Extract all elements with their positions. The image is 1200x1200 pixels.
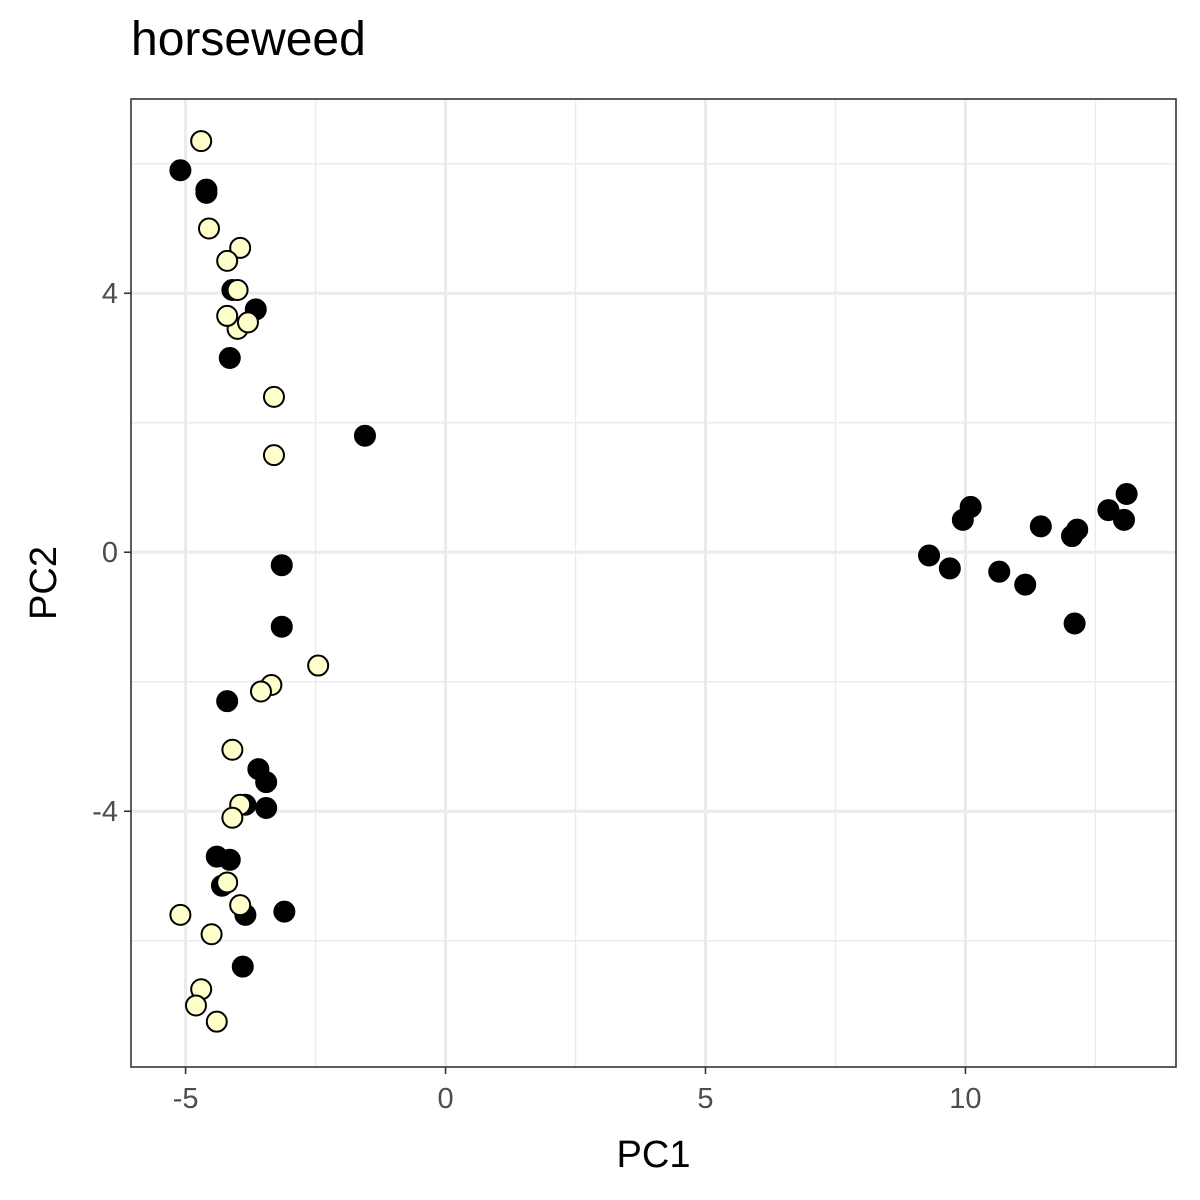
data-point	[262, 444, 285, 467]
data-point	[938, 557, 961, 580]
y-tick-label: 0	[102, 537, 118, 569]
data-point	[1115, 482, 1138, 505]
data-point	[1113, 508, 1136, 531]
data-point	[918, 544, 941, 567]
data-point	[200, 923, 223, 946]
data-point	[1097, 499, 1120, 522]
data-point	[216, 871, 239, 894]
data-point	[249, 680, 272, 703]
x-axis-title: PC1	[617, 1134, 691, 1176]
data-point	[169, 903, 192, 926]
data-point	[353, 424, 376, 447]
data-point	[197, 217, 220, 240]
data-point	[1014, 573, 1037, 596]
data-point	[216, 304, 239, 327]
data-point	[988, 560, 1011, 583]
plot-panel-border	[130, 98, 1177, 1068]
data-point	[169, 159, 192, 182]
minor-gridlines	[131, 99, 1176, 1067]
data-point	[1029, 515, 1052, 538]
data-point	[218, 346, 241, 369]
data-point	[231, 955, 254, 978]
data-point	[190, 130, 213, 153]
x-tick-label: 0	[437, 1083, 453, 1115]
data-point	[1066, 518, 1089, 541]
data-point	[229, 894, 252, 917]
chart-title: horseweed	[131, 13, 366, 66]
data-point	[221, 738, 244, 761]
data-point	[255, 797, 278, 820]
data-point	[262, 385, 285, 408]
data-point	[236, 311, 259, 334]
data-point	[216, 249, 239, 272]
x-tick-label: 5	[697, 1083, 713, 1115]
data-point	[307, 654, 330, 677]
data-point	[255, 771, 278, 794]
data-point	[1063, 612, 1086, 635]
major-gridlines	[131, 99, 1176, 1067]
data-point	[951, 508, 974, 531]
data-point	[205, 1010, 228, 1033]
data-point	[184, 994, 207, 1017]
data-point	[216, 690, 239, 713]
x-tick-label: 10	[949, 1083, 981, 1115]
x-tick-label: -5	[173, 1083, 199, 1115]
data-point	[273, 900, 296, 923]
y-tick-label: -4	[92, 796, 118, 828]
data-point	[218, 848, 241, 871]
data-points	[169, 130, 1138, 1033]
data-point	[270, 554, 293, 577]
data-point	[221, 806, 244, 829]
data-point	[229, 236, 252, 259]
y-axis-title: PC2	[23, 546, 65, 620]
y-tick-label: 4	[102, 278, 118, 310]
y-axis: -4 0 4	[92, 278, 131, 828]
data-point	[270, 615, 293, 638]
data-point	[195, 181, 218, 204]
x-axis: -5 0 5 10	[173, 1067, 982, 1115]
data-point	[226, 279, 249, 302]
